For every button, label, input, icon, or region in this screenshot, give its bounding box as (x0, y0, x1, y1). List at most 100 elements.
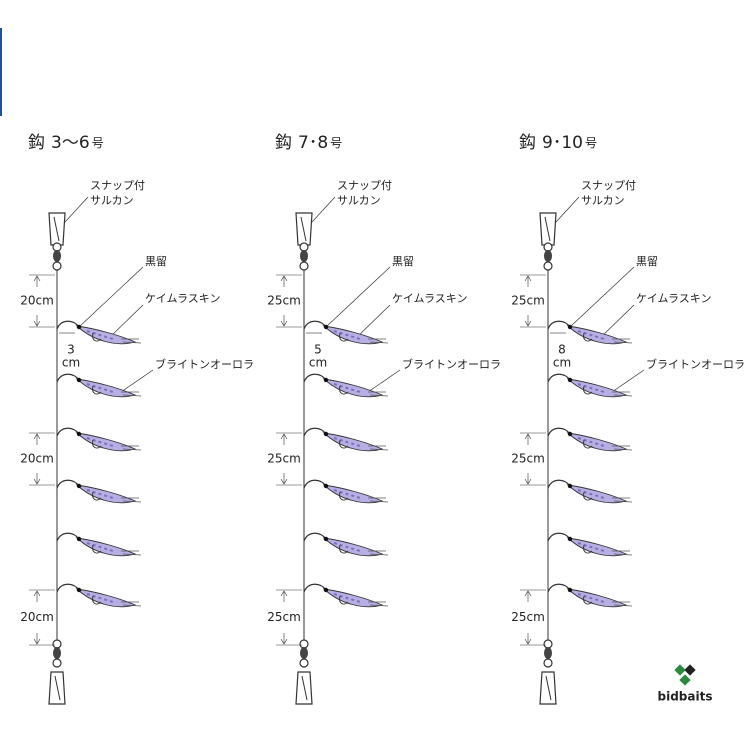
title-unit: 号 (330, 136, 342, 150)
lure-skin (322, 484, 384, 504)
knot-label: 黒留 (636, 255, 658, 268)
arrow (280, 320, 288, 327)
lure-skin (322, 537, 384, 557)
lure-tail (368, 601, 389, 607)
line (120, 369, 154, 393)
knot (76, 324, 82, 330)
lure-stripe (333, 489, 361, 499)
lure-skin (322, 378, 384, 398)
swivel-body (544, 647, 552, 659)
skin-label: ケイムラスキン (392, 292, 467, 305)
knot (323, 431, 329, 437)
knot (323, 483, 329, 489)
branch-line (56, 427, 80, 437)
spacing-label: 25cm (511, 610, 545, 624)
lure-stripe (86, 593, 114, 603)
hook (339, 544, 349, 554)
branch-line (56, 583, 80, 593)
hook (583, 595, 593, 605)
knot (567, 587, 573, 593)
spacing-label: 25cm (511, 452, 545, 466)
hook (583, 439, 593, 449)
lure-skin (75, 484, 137, 504)
logo: bidbaits (658, 664, 713, 704)
title-unit: 号 (92, 136, 104, 150)
swivel-ring (52, 658, 62, 668)
lure-stripe (333, 330, 361, 340)
lure-stripe (86, 330, 114, 340)
branch-line (303, 532, 327, 542)
branch-line (547, 320, 571, 330)
arrow (33, 638, 41, 645)
lure-skin (566, 484, 628, 504)
lure-stripe (86, 542, 114, 552)
swivel-ring (299, 639, 309, 649)
aurora-label: ブライトンオーロラ (646, 357, 745, 371)
hook (92, 595, 102, 605)
hook (92, 385, 102, 395)
arrow (33, 275, 41, 282)
snap-label: スナップ付 (337, 179, 392, 192)
lure-tail (121, 338, 142, 344)
branch-line (303, 583, 327, 593)
lure-tail (368, 550, 389, 556)
arrow (33, 320, 41, 327)
title-unit: 号 (585, 136, 597, 150)
knot (76, 431, 82, 437)
lure-tail (368, 445, 389, 451)
branch-line (303, 373, 327, 383)
branch-line (303, 320, 327, 330)
swivel-ring (52, 261, 62, 271)
knot (323, 536, 329, 542)
spacing-label: 20cm (20, 294, 54, 308)
lure-skin (566, 432, 628, 452)
branch-line (56, 373, 80, 383)
snap-inner (544, 216, 551, 242)
knot-label: 黒留 (392, 255, 414, 268)
spacing-label: 25cm (511, 294, 545, 308)
branch-label: 5 (314, 343, 322, 357)
lure-tail (612, 497, 633, 503)
hook (92, 332, 102, 342)
lure-tail (612, 338, 633, 344)
branch-line (56, 479, 80, 489)
branch-label: cm (309, 356, 327, 370)
branch-line (547, 583, 571, 593)
lure-skin (566, 378, 628, 398)
snap-label: サルカン (90, 194, 134, 207)
lure-skin (566, 537, 628, 557)
rig-title: 鈎 9･10 号 (519, 133, 597, 153)
swivel-ring (543, 242, 553, 252)
lure-tail (121, 497, 142, 503)
lure-skin (75, 588, 137, 608)
lure-skin (75, 378, 137, 398)
lure-stripe (86, 437, 114, 447)
swivel-ring (299, 658, 309, 668)
arrow (524, 478, 532, 485)
swivel-body (300, 250, 308, 262)
branch-line (56, 320, 80, 330)
lure-skin (75, 325, 137, 345)
rig-title: 鈎 3〜6 号 (28, 133, 104, 153)
line (569, 266, 635, 328)
title-size: 3〜6 (51, 133, 90, 153)
knot (323, 324, 329, 330)
lure-tail (121, 391, 142, 397)
lure-stripe (333, 542, 361, 552)
title-hook: 鈎 (519, 133, 536, 153)
lure-stripe (333, 437, 361, 447)
lure-stripe (333, 383, 361, 393)
logo-text: bidbaits (658, 690, 713, 704)
branch-line (547, 479, 571, 489)
lure-tail (368, 338, 389, 344)
line (611, 369, 645, 393)
lure-skin (322, 325, 384, 345)
swivel-ring (543, 639, 553, 649)
lure-tail (612, 391, 633, 397)
title-size: 7･8 (298, 133, 328, 153)
lure-stripe (577, 437, 605, 447)
